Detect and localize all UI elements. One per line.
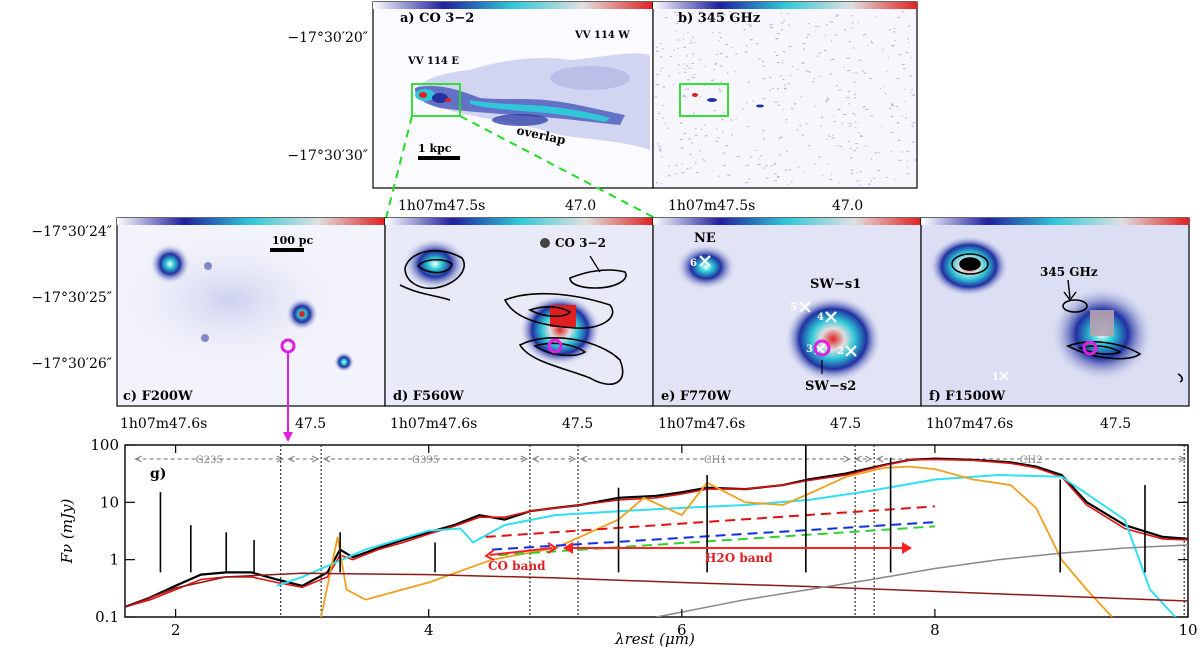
submm-contour-label: 345 GHz [1040,265,1098,279]
co-band-label: CO band [488,559,546,573]
series-dashed-red [485,505,935,538]
svg-text:4: 4 [817,312,824,323]
panel-f: 1 345 GHz f) F1500W 1h07m47.6s 47.5 [920,217,1190,432]
band-arrowhead-r-5 [864,455,873,463]
panel-e-label: e) F770W [661,389,731,404]
submm-contours [951,253,1183,383]
dec-tick-a-2: −17°30′30″ [287,148,368,164]
series-total-model [125,458,1188,608]
zoom-line-left [385,115,413,219]
x-tick-label-4: 10 [1178,621,1197,639]
svg-text:1: 1 [992,372,999,383]
x-tick-label-1: 4 [424,621,434,639]
panel-a-label: a) CO 3−2 [400,11,474,26]
x-tick-label-3: 8 [930,621,940,639]
colorbar-f [921,218,1189,225]
band-arrowhead-r-0 [276,455,285,463]
y-tick-label-2: 10 [100,493,119,511]
ra-tick-c-2: 47.5 [295,416,326,432]
panel-d-label: d) F560W [393,389,464,404]
dec-tick-c-2: −17°30′25″ [31,290,112,306]
panel-f-label: f) F1500W [929,389,1006,404]
colorbar-d [385,218,653,225]
series-dashed-blue [491,521,935,551]
ne-label: NE [694,231,716,246]
ra-tick-a-2: 47.0 [565,198,596,214]
source-w-label: VV 114 W [574,30,630,41]
series-pah-orange- [320,465,1113,617]
dec-tick-c-1: −17°30′24″ [31,224,112,240]
series-hot-dust-gray- [656,544,1188,617]
band-arrowhead-r-1 [311,455,320,463]
ra-tick-c-1: 1h07m47.6s [120,416,207,432]
band-label-0: G235 [196,455,223,466]
source-marks [699,255,857,357]
colorbar-a [373,2,653,9]
ra-tick-f-2: 47.5 [1100,416,1131,432]
panel-g-label: g) [150,466,166,482]
h2o-band-label: H2O band [705,551,773,565]
ra-tick-b-2: 47.0 [832,198,863,214]
chart-frame [124,444,1189,618]
band-arrowhead-l-1 [287,455,295,463]
y-tick-label-3: 100 [90,436,119,454]
panel-d: CO 3−2 d) F560W 1h07m47.6s 47.5 [384,217,654,432]
band-arrowhead-r-4 [843,455,851,463]
band-arrowhead-l-0 [134,455,142,463]
band-arrowhead-r-3 [568,455,577,463]
ra-tick-d-2: 47.5 [562,416,593,432]
source-e-label: VV 114 E [407,56,459,67]
zoom-box-b [679,83,729,117]
dec-tick-c-3: −17°30′26″ [31,356,112,372]
colorbar-e [653,218,921,225]
spectrum-chart: G235 G395 CH1 CH2 2 4 6 8 10 0.1 1 10 100 CO band H… [58,436,1198,648]
panel-b-label: b) 345 GHz [678,11,760,26]
x-axis-label: λrest (μm) [614,630,695,648]
panel-c: 100 pc c) F200W −17°30′24″ −17°30′25″ −1… [31,217,386,432]
ra-tick-d-1: 1h07m47.6s [390,416,477,432]
zoom-box-a [411,83,461,117]
panel-e: 6 5 4 3 2 NE SW−s1 SW−s2 e) F770W 1h07m4… [652,217,922,432]
band-arrowhead-l-2 [322,455,331,463]
co-contour-label: CO 3−2 [555,236,606,250]
band-arrowhead-r-6 [1178,455,1187,463]
band-label-6: CH2 [1020,455,1043,466]
band-arrowhead-l-3 [531,455,540,463]
ra-tick-f-1: 1h07m47.6s [926,416,1013,432]
ra-tick-e-2: 47.5 [830,416,861,432]
band-arrowhead-l-4 [579,455,588,463]
series-warm-dust-cyan- [276,473,1177,617]
y-tick-label-1: 1 [109,551,119,569]
panel-a: a) CO 3−2 VV 114 E VV 114 W overlap 1 kp… [287,1,654,214]
scalebar-c-label: 100 pc [272,234,313,247]
ra-tick-e-1: 1h07m47.6s [658,416,745,432]
band-label-4: CH1 [704,455,727,466]
scalebar-a-label: 1 kpc [418,142,452,155]
svg-text:3: 3 [806,344,813,355]
panel-c-label: c) F200W [123,389,193,404]
x-tick-label-2: 6 [677,621,687,639]
dec-tick-a-1: −17°30′20″ [287,30,368,46]
band-arrowhead-r-2 [520,455,529,463]
band-label-2: G395 [412,455,439,466]
y-axis-label: Fν (mJy) [58,499,76,565]
zoom-line-right [459,115,656,219]
colorbar-c [117,218,385,225]
x-tick-label-0: 2 [171,621,181,639]
sw-s1-label: SW−s1 [810,277,861,292]
ra-tick-a-1: 1h07m47.5s [398,198,485,214]
y-tick-label-0: 0.1 [95,608,119,626]
svg-text:2: 2 [837,346,844,357]
panel-b: b) 345 GHz 1h07m47.5s 47.0 [652,1,918,214]
svg-text:5: 5 [790,302,797,313]
band-arrowhead-l-6 [875,455,884,463]
svg-text:6: 6 [690,258,697,269]
series-stellar-dark-red- [125,572,1188,608]
colorbar-b [653,2,917,9]
ra-tick-b-1: 1h07m47.5s [668,198,755,214]
sw-s2-label: SW−s2 [805,379,856,394]
